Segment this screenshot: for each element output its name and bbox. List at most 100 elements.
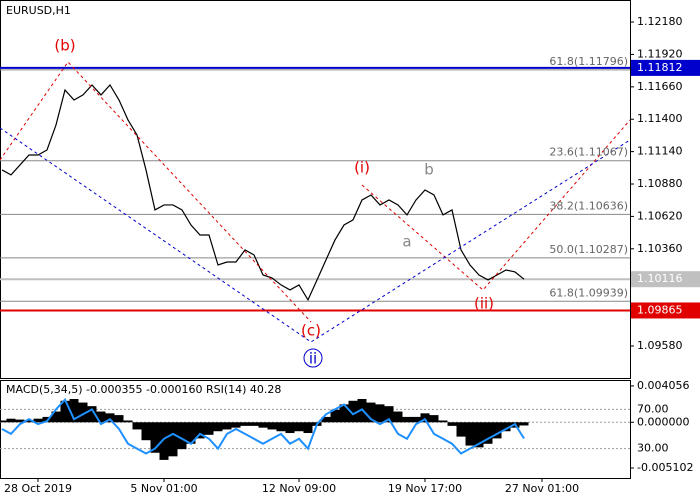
wave-circle [303,348,323,368]
x-tick-label: 19 Nov 17:00 [388,482,462,495]
x-tick-label: 27 Nov 01:00 [505,482,579,495]
macd-bar [105,413,115,423]
macd-bar [195,422,205,439]
y-tick-label: 1.11140 [637,145,683,158]
wave-lines [0,61,631,343]
x-tick-label: 28 Oct 2019 [4,482,72,495]
macd-bar [114,415,124,423]
macd-bar [276,422,286,432]
y-tick-label: 1.12180 [637,15,683,28]
macd-bar [519,422,529,426]
macd-bar [456,422,466,437]
macd-bar [249,422,259,426]
macd-bar [411,416,421,423]
macd-bar [438,420,448,423]
macd-bar [321,416,331,423]
wave-label: (b) [54,37,75,55]
indicator-frame [0,380,631,479]
macd-bar [222,422,232,430]
price-box [631,271,700,288]
macd-bar [339,404,349,423]
macd-bar [375,404,385,423]
macd-bar [231,422,241,428]
macd-bar [51,411,61,423]
macd-bar [132,422,142,430]
y2-tick-label: 30.00 [637,442,669,455]
macd-bar [33,418,43,423]
fib-label: 38.2(1.10636) [549,199,628,212]
y-tick-label: 1.10620 [637,209,683,222]
y-tick-label: 1.10880 [637,177,683,190]
y-tick-label: 1.11400 [637,112,683,125]
wave-line [0,61,312,323]
macd-bar [141,422,151,441]
macd-bar [267,422,277,430]
macd-bar [429,415,439,423]
macd-bar [15,419,25,423]
macd-bar [168,422,178,457]
macd-bar [402,416,412,423]
macd-bar [213,422,223,432]
macd-bar [96,411,106,423]
macd-bar [366,402,376,423]
macd-bar [87,406,97,423]
y-tick-label: 1.11660 [637,80,683,93]
macd-bar [384,406,394,423]
macd-bar [465,422,475,446]
macd-bar [69,398,79,423]
main-frame [0,0,631,379]
x-tick-label: 12 Nov 09:00 [262,482,336,495]
y-tick-label: -0.005102 [637,461,693,474]
macd-bar [474,422,484,448]
y2-tick-label: 70.00 [637,402,669,415]
y-tick-label: 0.004056 [637,379,690,392]
macd-bar [6,418,16,423]
price-box [631,302,700,319]
macd-bar [285,422,295,434]
wave-label: ii [309,350,317,368]
macd-bar [186,422,196,444]
macd-bar [78,402,88,423]
indicator-title: MACD(5,34,5) -0.000355 -0.000160 RSI(14)… [6,383,281,396]
macd-bar [159,422,169,460]
macd-bar [240,422,250,426]
macd-bar [348,400,358,423]
macd-bar [258,422,268,428]
y-tick-label: 1.11920 [637,47,683,60]
rsi-line [1,397,525,455]
macd-bar [330,409,340,423]
macd-bar [204,422,214,435]
price-line [1,83,525,302]
chart-title: EURUSD,H1 [6,4,71,17]
macd-bar [294,422,304,432]
macd-bar [177,422,187,450]
macd-bar [492,422,502,439]
macd-bar [447,422,457,426]
wave-label: (c) [301,322,321,340]
fib-label: 61.8(1.09939) [549,286,628,299]
fib-label: 61.8(1.11796) [549,55,628,68]
fib-label: 50.0(1.10287) [549,243,628,256]
wave-label: a [402,233,411,251]
price-label: 1.09865 [637,303,683,316]
wave-label: b [424,161,434,179]
macd-bar [24,420,34,423]
wave-label: (i) [354,159,370,177]
wave-label: (ii) [474,295,494,313]
macd-bar [420,413,430,423]
macd-bar [303,422,313,434]
macd-bar [483,422,493,444]
macd-bar [123,420,133,423]
y-tick-label: 0.000000 [637,415,690,428]
x-tick-label: 5 Nov 01:00 [130,482,197,495]
price-label: 1.11812 [637,61,683,74]
macd-bar [0,420,7,423]
macd-bar [60,400,70,423]
macd-bar [501,422,511,432]
price-box [631,59,700,76]
fib-label: 23.6(1.11067) [549,146,628,159]
macd-bar [393,411,403,423]
y-tick-label: 1.09580 [637,339,683,352]
y-tick-label: 1.10360 [637,242,683,255]
